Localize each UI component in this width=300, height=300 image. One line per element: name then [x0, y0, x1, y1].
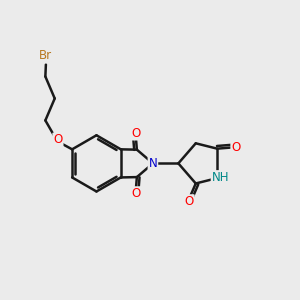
Text: NH: NH [212, 171, 229, 184]
Text: O: O [131, 187, 140, 200]
Text: Br: Br [39, 50, 52, 62]
Text: N: N [148, 157, 157, 170]
Text: O: O [231, 141, 241, 154]
Text: O: O [131, 127, 140, 140]
Text: O: O [53, 134, 63, 146]
Text: O: O [184, 195, 194, 208]
